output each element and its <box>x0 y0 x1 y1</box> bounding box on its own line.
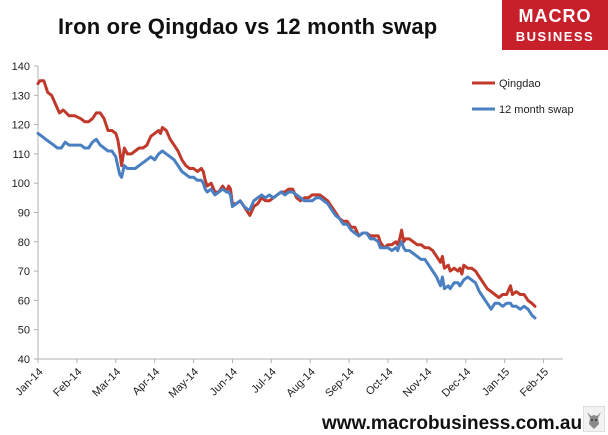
legend-label-swap: 12 month swap <box>499 104 574 116</box>
x-tick-label: Nov-14 <box>401 366 435 400</box>
y-tick-label: 120 <box>12 120 30 132</box>
y-tick-label: 90 <box>18 208 30 220</box>
x-tick-label: Jan-15 <box>480 366 512 398</box>
series-line-qingdao <box>36 79 537 308</box>
x-tick-label: Oct-14 <box>364 366 396 398</box>
y-tick-label: 60 <box>18 295 30 307</box>
y-tick-label: 80 <box>18 237 30 249</box>
x-tick-label: Dec-14 <box>440 366 474 400</box>
x-tick-label: Jun-14 <box>208 366 240 398</box>
y-tick-label: 110 <box>12 149 30 161</box>
x-tick-label: Feb-14 <box>51 366 84 399</box>
wolf-icon <box>583 406 605 432</box>
y-tick-label: 140 <box>12 61 30 73</box>
y-tick-label: 70 <box>18 266 30 278</box>
x-tick-label: Apr-14 <box>130 366 162 398</box>
footer-url: www.macrobusiness.com.au <box>322 413 583 434</box>
y-tick-label: 50 <box>18 325 30 337</box>
logo-word-macro: MACRO <box>518 6 592 26</box>
x-tick-label: Feb-15 <box>518 366 551 399</box>
x-tick-label: Jan-14 <box>13 366 45 398</box>
x-tick-label: May-14 <box>167 366 201 400</box>
series-line-swap <box>36 131 537 320</box>
x-tick-label: Jul-14 <box>249 366 279 396</box>
y-tick-label: 100 <box>12 178 30 190</box>
x-tick-label: Aug-14 <box>284 366 318 400</box>
x-tick-label: Mar-14 <box>90 366 123 399</box>
logo-word-business: BUSINESS <box>515 29 595 44</box>
legend-label-qingdao: Qingdao <box>499 78 541 90</box>
y-tick-label: 130 <box>12 90 30 102</box>
macrobusiness-logo: MACRO BUSINESS <box>502 0 608 50</box>
x-tick-label: Sep-14 <box>323 366 357 400</box>
chart-title: Iron ore Qingdao vs 12 month swap <box>58 14 438 39</box>
y-tick-label: 40 <box>18 354 30 366</box>
